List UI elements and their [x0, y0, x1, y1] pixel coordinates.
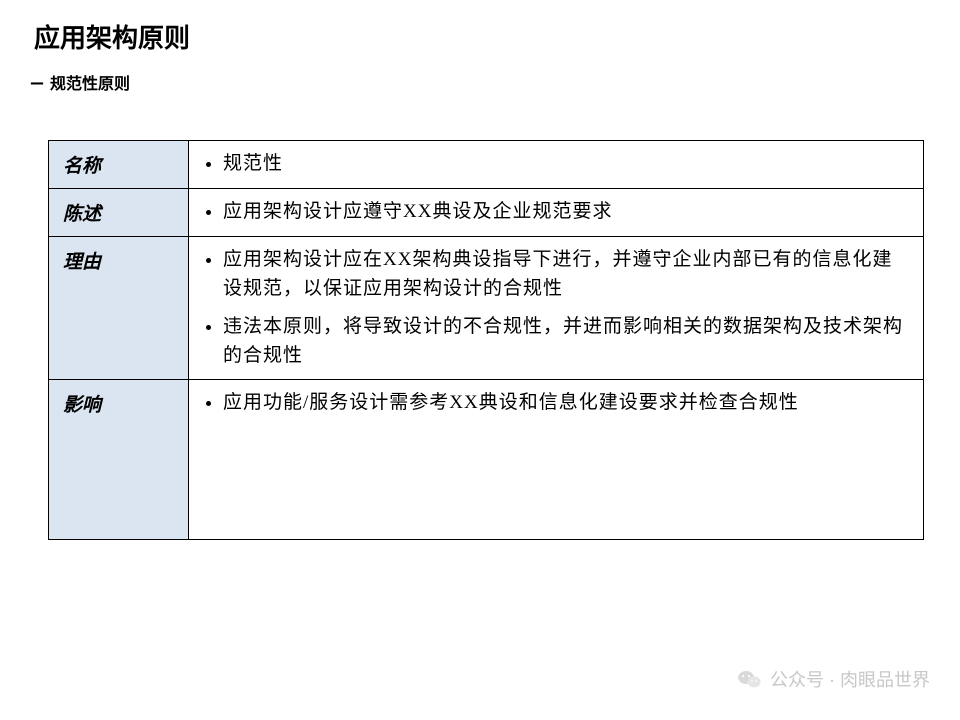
- watermark-text: 公众号 · 肉眼品世界: [770, 666, 930, 692]
- bullet-item: 规范性: [223, 149, 903, 178]
- row-value: 规范性: [189, 141, 924, 189]
- subtitle-text: 规范性原则: [50, 70, 130, 94]
- principle-table: 名称 规范性 陈述 应用架构设计应遵守XX典设及企业规范要求: [48, 140, 924, 540]
- bullet-item: 应用架构设计应遵守XX典设及企业规范要求: [223, 197, 903, 226]
- bullet-item: 违法本原则，将导致设计的不合规性，并进而影响相关的数据架构及技术架构的合规性: [223, 312, 903, 371]
- subtitle-row: -- 规范性原则: [30, 69, 930, 96]
- row-value: 应用功能/服务设计需参考XX典设和信息化建设要求并检查合规性: [189, 379, 924, 539]
- row-label: 理由: [49, 237, 189, 380]
- main-title: 应用架构原则: [34, 18, 930, 55]
- bullet-item: 应用架构设计应在XX架构典设指导下进行，并遵守企业内部已有的信息化建设规范，以保…: [223, 245, 903, 304]
- row-value: 应用架构设计应遵守XX典设及企业规范要求: [189, 189, 924, 237]
- wechat-icon: [736, 666, 762, 692]
- page-root: 应用架构原则 -- 规范性原则 名称 规范性 陈述: [0, 0, 960, 720]
- subtitle-dash: --: [30, 69, 42, 96]
- row-label: 名称: [49, 141, 189, 189]
- bullet-item: 应用功能/服务设计需参考XX典设和信息化建设要求并检查合规性: [223, 388, 903, 417]
- table-row: 理由 应用架构设计应在XX架构典设指导下进行，并遵守企业内部已有的信息化建设规范…: [49, 237, 924, 380]
- row-value: 应用架构设计应在XX架构典设指导下进行，并遵守企业内部已有的信息化建设规范，以保…: [189, 237, 924, 380]
- table-row: 影响 应用功能/服务设计需参考XX典设和信息化建设要求并检查合规性: [49, 379, 924, 539]
- row-label: 陈述: [49, 189, 189, 237]
- table-row: 名称 规范性: [49, 141, 924, 189]
- row-label: 影响: [49, 379, 189, 539]
- table-row: 陈述 应用架构设计应遵守XX典设及企业规范要求: [49, 189, 924, 237]
- watermark: 公众号 · 肉眼品世界: [736, 666, 930, 692]
